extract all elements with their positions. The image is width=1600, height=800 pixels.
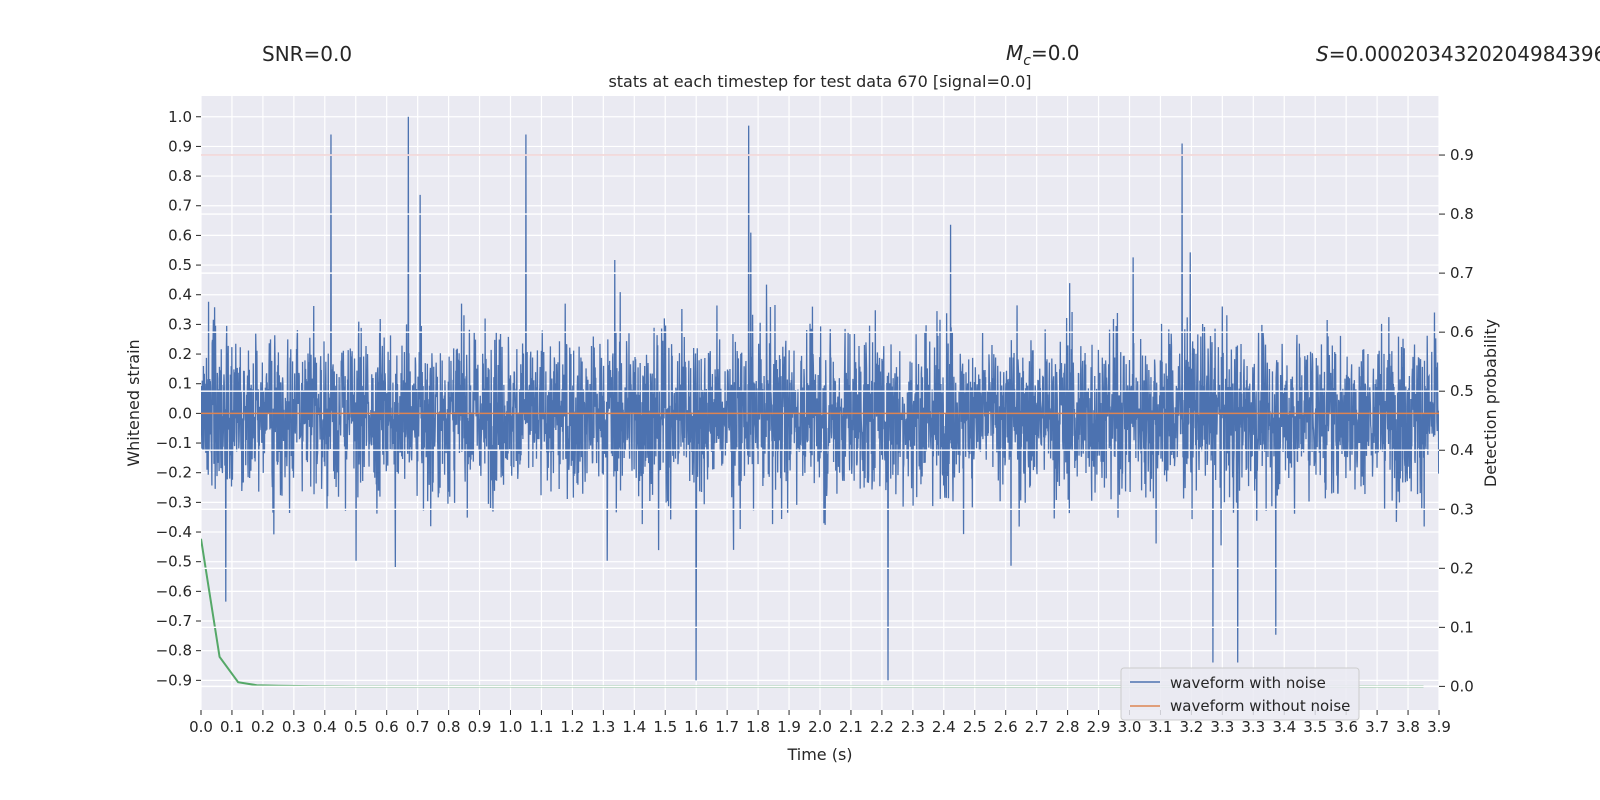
x-tick-label: 3.6 [1334,718,1358,736]
x-tick-label: 0.7 [406,718,430,736]
y-tick-label: 1.0 [168,108,192,126]
y-tick-label: −0.2 [156,464,192,482]
y2-tick-label: 0.3 [1450,500,1474,518]
y-tick-label: −0.4 [156,523,192,541]
x-tick-label: 1.3 [591,718,615,736]
y2-tick-label: 0.0 [1450,677,1474,695]
x-tick-label: 2.1 [839,718,863,736]
x-tick-label: 3.8 [1396,718,1420,736]
x-tick-label: 0.9 [468,718,492,736]
x-tick-label: 0.3 [282,718,306,736]
x-tick-label: 2.9 [1087,718,1111,736]
x-tick-label: 0.2 [251,718,275,736]
x-tick-label: 1.2 [560,718,584,736]
y-tick-label: −0.8 [156,642,192,660]
x-tick-label: 3.1 [1149,718,1173,736]
y-tick-label: 0.0 [168,404,192,422]
y-tick-label: −0.7 [156,612,192,630]
snr-label: SNR=0.0 [262,42,352,66]
x-tick-label: 0.8 [437,718,461,736]
y2-tick-label: 0.1 [1450,618,1474,636]
y2-tick-label: 0.6 [1450,323,1474,341]
x-tick-label: 1.6 [684,718,708,736]
s-label: S=0.00020343202049843967 [1316,42,1600,66]
x-tick-label: 3.0 [1118,718,1142,736]
y-tick-label: 0.9 [168,137,192,155]
mc-label: Mc=0.0 [1006,41,1080,69]
x-tick-label: 3.3 [1241,718,1265,736]
y2-tick-label: 0.5 [1450,382,1474,400]
y-tick-label: 0.1 [168,375,192,393]
y2-tick-label: 0.7 [1450,264,1474,282]
y-tick-label: −0.1 [156,434,192,452]
y-tick-label: 0.5 [168,256,192,274]
x-tick-label: 2.0 [808,718,832,736]
x-tick-label: 3.9 [1427,718,1451,736]
x-tick-label: 0.5 [344,718,368,736]
y-tick-label: −0.5 [156,553,192,571]
x-tick-label: 3.2 [1179,718,1203,736]
x-tick-label: 2.4 [932,718,956,736]
y2-axis-ticks: 0.9 0.8 0.7 0.6 0.5 0.4 0.3 0.2 0.1 0.0 [1439,146,1474,695]
x-tick-label: 3.7 [1365,718,1389,736]
legend-box [1120,667,1360,721]
y2-axis-label: Detection probability [1481,319,1500,487]
x-tick-label: 3.3 [1210,718,1234,736]
y-tick-label: 0.7 [168,197,192,215]
y-tick-label: 0.6 [168,226,192,244]
x-axis-label: Time (s) [786,745,852,764]
y-tick-label: −0.6 [156,582,192,600]
series-waveform-with-noise [201,116,1439,681]
y2-tick-label: 0.2 [1450,559,1474,577]
x-tick-label: 1.9 [777,718,801,736]
x-tick-label: 2.8 [1056,718,1080,736]
x-tick-label: 1.0 [499,718,523,736]
x-tick-label: 2.3 [901,718,925,736]
x-tick-label: 0.0 [189,718,213,736]
x-tick-label: 0.1 [220,718,244,736]
legend-label-noise: waveform with noise [1170,674,1326,692]
x-tick-label: 1.8 [746,718,770,736]
x-tick-label: 1.7 [715,718,739,736]
x-tick-label: 3.5 [1303,718,1327,736]
x-tick-label: 1.1 [530,718,554,736]
y2-tick-label: 0.4 [1450,441,1474,459]
legend: waveform with noise waveform without noi… [1120,667,1360,721]
y-tick-label: 0.8 [168,167,192,185]
x-tick-label: 0.4 [313,718,337,736]
y-tick-label: 0.4 [168,286,192,304]
y-axis-ticks: 1.0 0.9 0.8 0.7 0.6 0.5 0.4 0.3 0.2 0.1 0.0 −0.1 −0.… [156,108,201,689]
y2-tick-label: 0.8 [1450,205,1474,223]
y-tick-label: 0.3 [168,315,192,333]
x-tick-label: 0.6 [375,718,399,736]
x-tick-label: 1.4 [622,718,646,736]
y2-tick-label: 0.9 [1450,146,1474,164]
x-tick-label: 1.5 [653,718,677,736]
y-tick-label: 0.2 [168,345,192,363]
x-tick-label: 2.7 [1025,718,1049,736]
x-tick-label: 2.6 [994,718,1018,736]
x-tick-label: 2.5 [963,718,987,736]
x-tick-label: 2.2 [870,718,894,736]
chart-title: stats at each timestep for test data 670… [608,72,1031,91]
y-tick-label: −0.3 [156,493,192,511]
x-tick-label: 3.4 [1272,718,1296,736]
legend-label-clean: waveform without noise [1170,697,1350,715]
y-axis-label: Whitened strain [124,339,143,466]
x-axis-ticks: 0.0 0.1 0.2 0.3 0.4 0.5 0.6 0.7 0.8 0.9 1.0 1.1 1.2 1… [189,710,1451,736]
y-tick-label: −0.9 [156,671,192,689]
